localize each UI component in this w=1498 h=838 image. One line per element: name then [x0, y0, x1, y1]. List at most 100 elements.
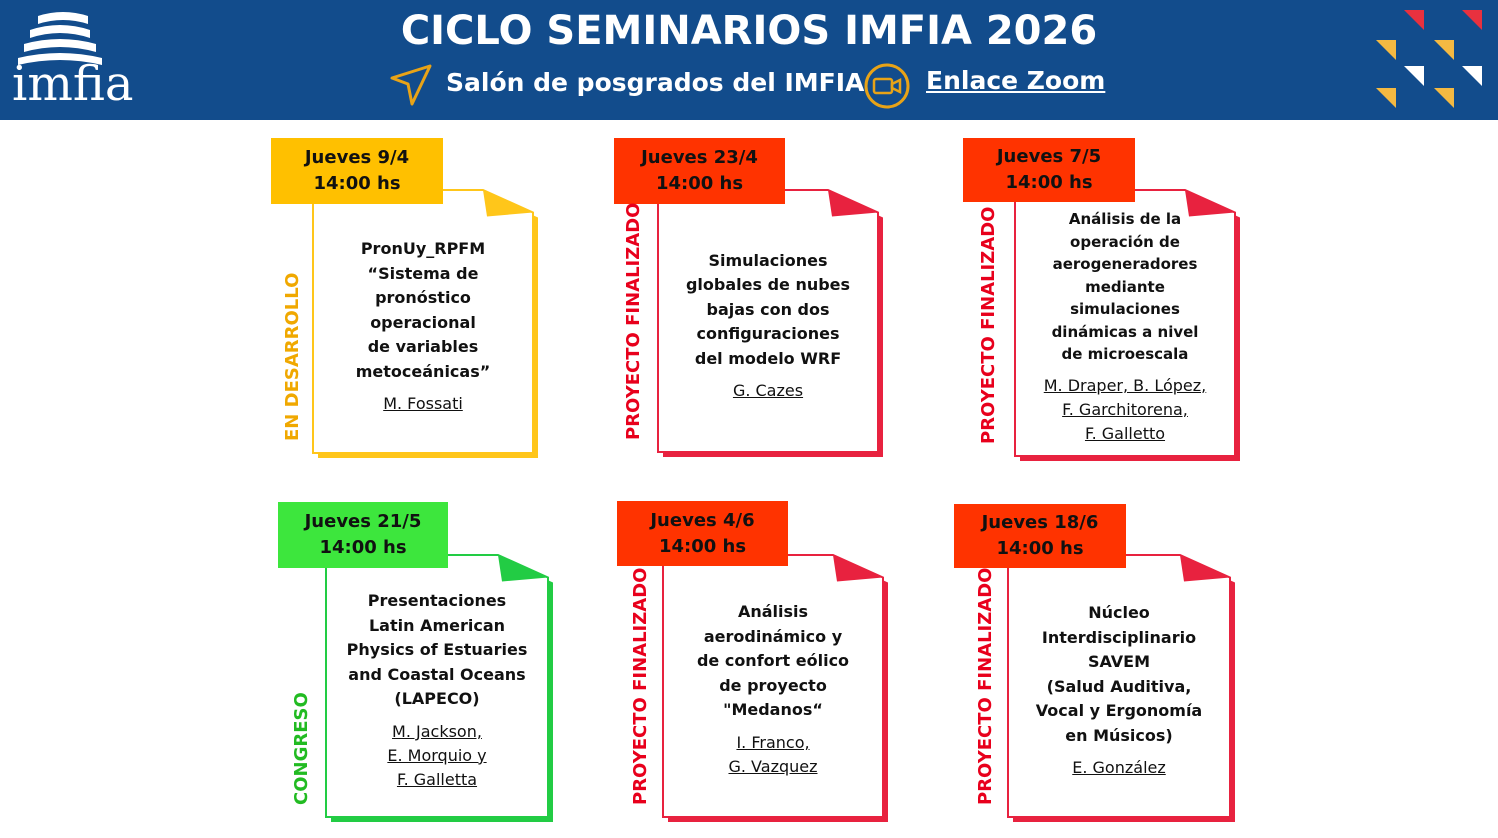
seminar-content: Núcleo Interdisciplinario SAVEM (Salud Audi…	[1014, 572, 1224, 809]
date-time: Jueves 9/4 14:00 hs	[271, 138, 443, 204]
seminar-title-line: mediante	[1085, 277, 1165, 296]
date-box	[617, 501, 788, 566]
author: G. Cazes	[732, 381, 804, 401]
seminar-title-line: en Músicos)	[1065, 725, 1173, 745]
status: CONGRESO	[291, 692, 312, 805]
date: Jueves 7/5	[996, 146, 1102, 167]
status: PROYECTO FINALIZADO	[623, 203, 644, 440]
document-fold	[498, 555, 548, 582]
time: 14:00 hs	[313, 173, 401, 194]
date-box	[278, 502, 448, 568]
author: G. Vazquez	[728, 756, 818, 776]
author: M. Jackson,	[392, 721, 482, 741]
seminar-title-line: operacional	[370, 312, 476, 332]
logo-waves	[18, 12, 102, 65]
document-fold	[828, 190, 878, 217]
seminar-title-line: Vocal y Ergonomía	[1035, 701, 1203, 720]
date-time: Jueves 4/6 14:00 hs	[617, 501, 788, 566]
author: E. Morquio y	[387, 745, 487, 765]
seminar-title-line: de confort eólico	[696, 651, 850, 671]
date-time: Jueves 21/5 14:00 hs	[278, 502, 448, 568]
date: Jueves 9/4	[304, 147, 410, 168]
author: I. Franco,	[736, 732, 810, 752]
document	[325, 554, 549, 818]
seminar-content: Análisis de la operación de aerogeneradore…	[1021, 206, 1229, 448]
zoom-icon	[864, 63, 910, 109]
header-graphics: imfia	[12, 10, 1482, 112]
date-time: Jueves 18/6 14:00 hs	[954, 504, 1126, 568]
document-fold	[1180, 555, 1230, 582]
seminar-title-line: (LAPECO)	[394, 689, 480, 709]
date-box	[954, 504, 1126, 568]
time: 14:00 hs	[996, 538, 1084, 559]
seminar-title-line: pronóstico	[375, 288, 471, 307]
seminar-title-line: Physics of Estuaries	[346, 640, 528, 660]
seminar-title-line: de proyecto	[719, 675, 827, 695]
seminar-title-line: Análisis de la	[1068, 210, 1182, 229]
date-box	[271, 138, 443, 204]
seminar-content: Presentaciones Latin American Physics of E…	[332, 572, 542, 809]
zoom-icon-lens	[890, 77, 902, 95]
seminar-title-line: operación de	[1070, 232, 1180, 251]
seminar-title-line: PronUy_RPFM	[360, 239, 486, 258]
decoration	[1376, 10, 1482, 108]
location: Salón de posgrados del IMFIA	[446, 68, 865, 97]
seminar-title-line: “Sistema de	[367, 263, 479, 283]
time: 14:00 hs	[1005, 172, 1093, 193]
author: F. Galletta	[396, 769, 478, 789]
seminar-title-line: dinámicas a nivel	[1051, 322, 1199, 341]
seminar-title-line: "Medanos“	[723, 700, 823, 720]
date: Jueves 21/5	[304, 511, 422, 532]
status: EN DESARROLLO	[282, 273, 303, 441]
date-box	[963, 138, 1135, 202]
seminar-title-line: del modelo WRF	[694, 348, 842, 368]
date: Jueves 23/4	[641, 147, 758, 168]
status: PROYECTO FINALIZADO	[630, 568, 651, 805]
seminar-title-line: metoceánicas”	[355, 361, 491, 381]
location-icon	[390, 64, 432, 106]
seminar-title-line: Simulaciones	[708, 250, 828, 270]
zoom-link[interactable]: Enlace Zoom	[926, 66, 1106, 95]
title: CICLO SEMINARIOS IMFIA 2026	[400, 8, 1098, 54]
status: PROYECTO FINALIZADO	[978, 207, 999, 444]
time: 14:00 hs	[655, 173, 744, 194]
author: M. Fossati	[383, 394, 463, 413]
date-time: Jueves 23/4 14:00 hs	[614, 138, 785, 204]
seminar-title-line: de microescala	[1061, 345, 1189, 364]
seminar-title-line: Análisis	[737, 602, 809, 622]
document-fold	[483, 190, 533, 217]
seminar-content: PronUy_RPFM “Sistema de pronóstico operacio…	[319, 208, 527, 445]
seminar-title-line: Interdisciplinario	[1041, 627, 1197, 647]
document	[312, 189, 534, 454]
seminar-title-line: Presentaciones	[367, 591, 507, 611]
date: Jueves 4/6	[650, 509, 755, 531]
document-fold	[1185, 190, 1235, 217]
seminar-title-line: de variables	[367, 337, 479, 356]
date: Jueves 18/6	[981, 512, 1099, 533]
document	[1007, 554, 1231, 818]
seminar-title-line: aerogeneradores	[1052, 255, 1198, 274]
seminar-title-line: aerodinámico y	[703, 626, 843, 646]
document	[662, 554, 884, 818]
author: F. Garchitorena,	[1062, 399, 1188, 419]
seminar-title-line: (Salud Auditiva,	[1046, 676, 1192, 696]
document	[657, 189, 879, 453]
document	[1014, 189, 1236, 457]
author: E. González	[1072, 758, 1166, 777]
time: 14:00 hs	[658, 535, 747, 557]
seminar-title-line: Núcleo	[1088, 603, 1150, 622]
seminar-title-line: simulaciones	[1070, 300, 1180, 319]
date-box	[614, 138, 785, 204]
seminar-title-line: and Coastal Oceans	[348, 664, 526, 684]
seminar-title-line: configuraciones	[696, 324, 840, 344]
time: 14:00 hs	[319, 537, 407, 558]
seminar-content: Análisis aerodinámico y de confort eólico d…	[669, 570, 877, 809]
document-fold	[833, 555, 883, 582]
date-time: Jueves 7/5 14:00 hs	[963, 138, 1135, 202]
seminar-content: Simulaciones globales de nubes bajas con d…	[664, 208, 872, 444]
seminar-title-line: Latin American	[368, 615, 506, 635]
status: PROYECTO FINALIZADO	[975, 568, 996, 805]
seminar-title-line: bajas con dos	[706, 299, 830, 319]
